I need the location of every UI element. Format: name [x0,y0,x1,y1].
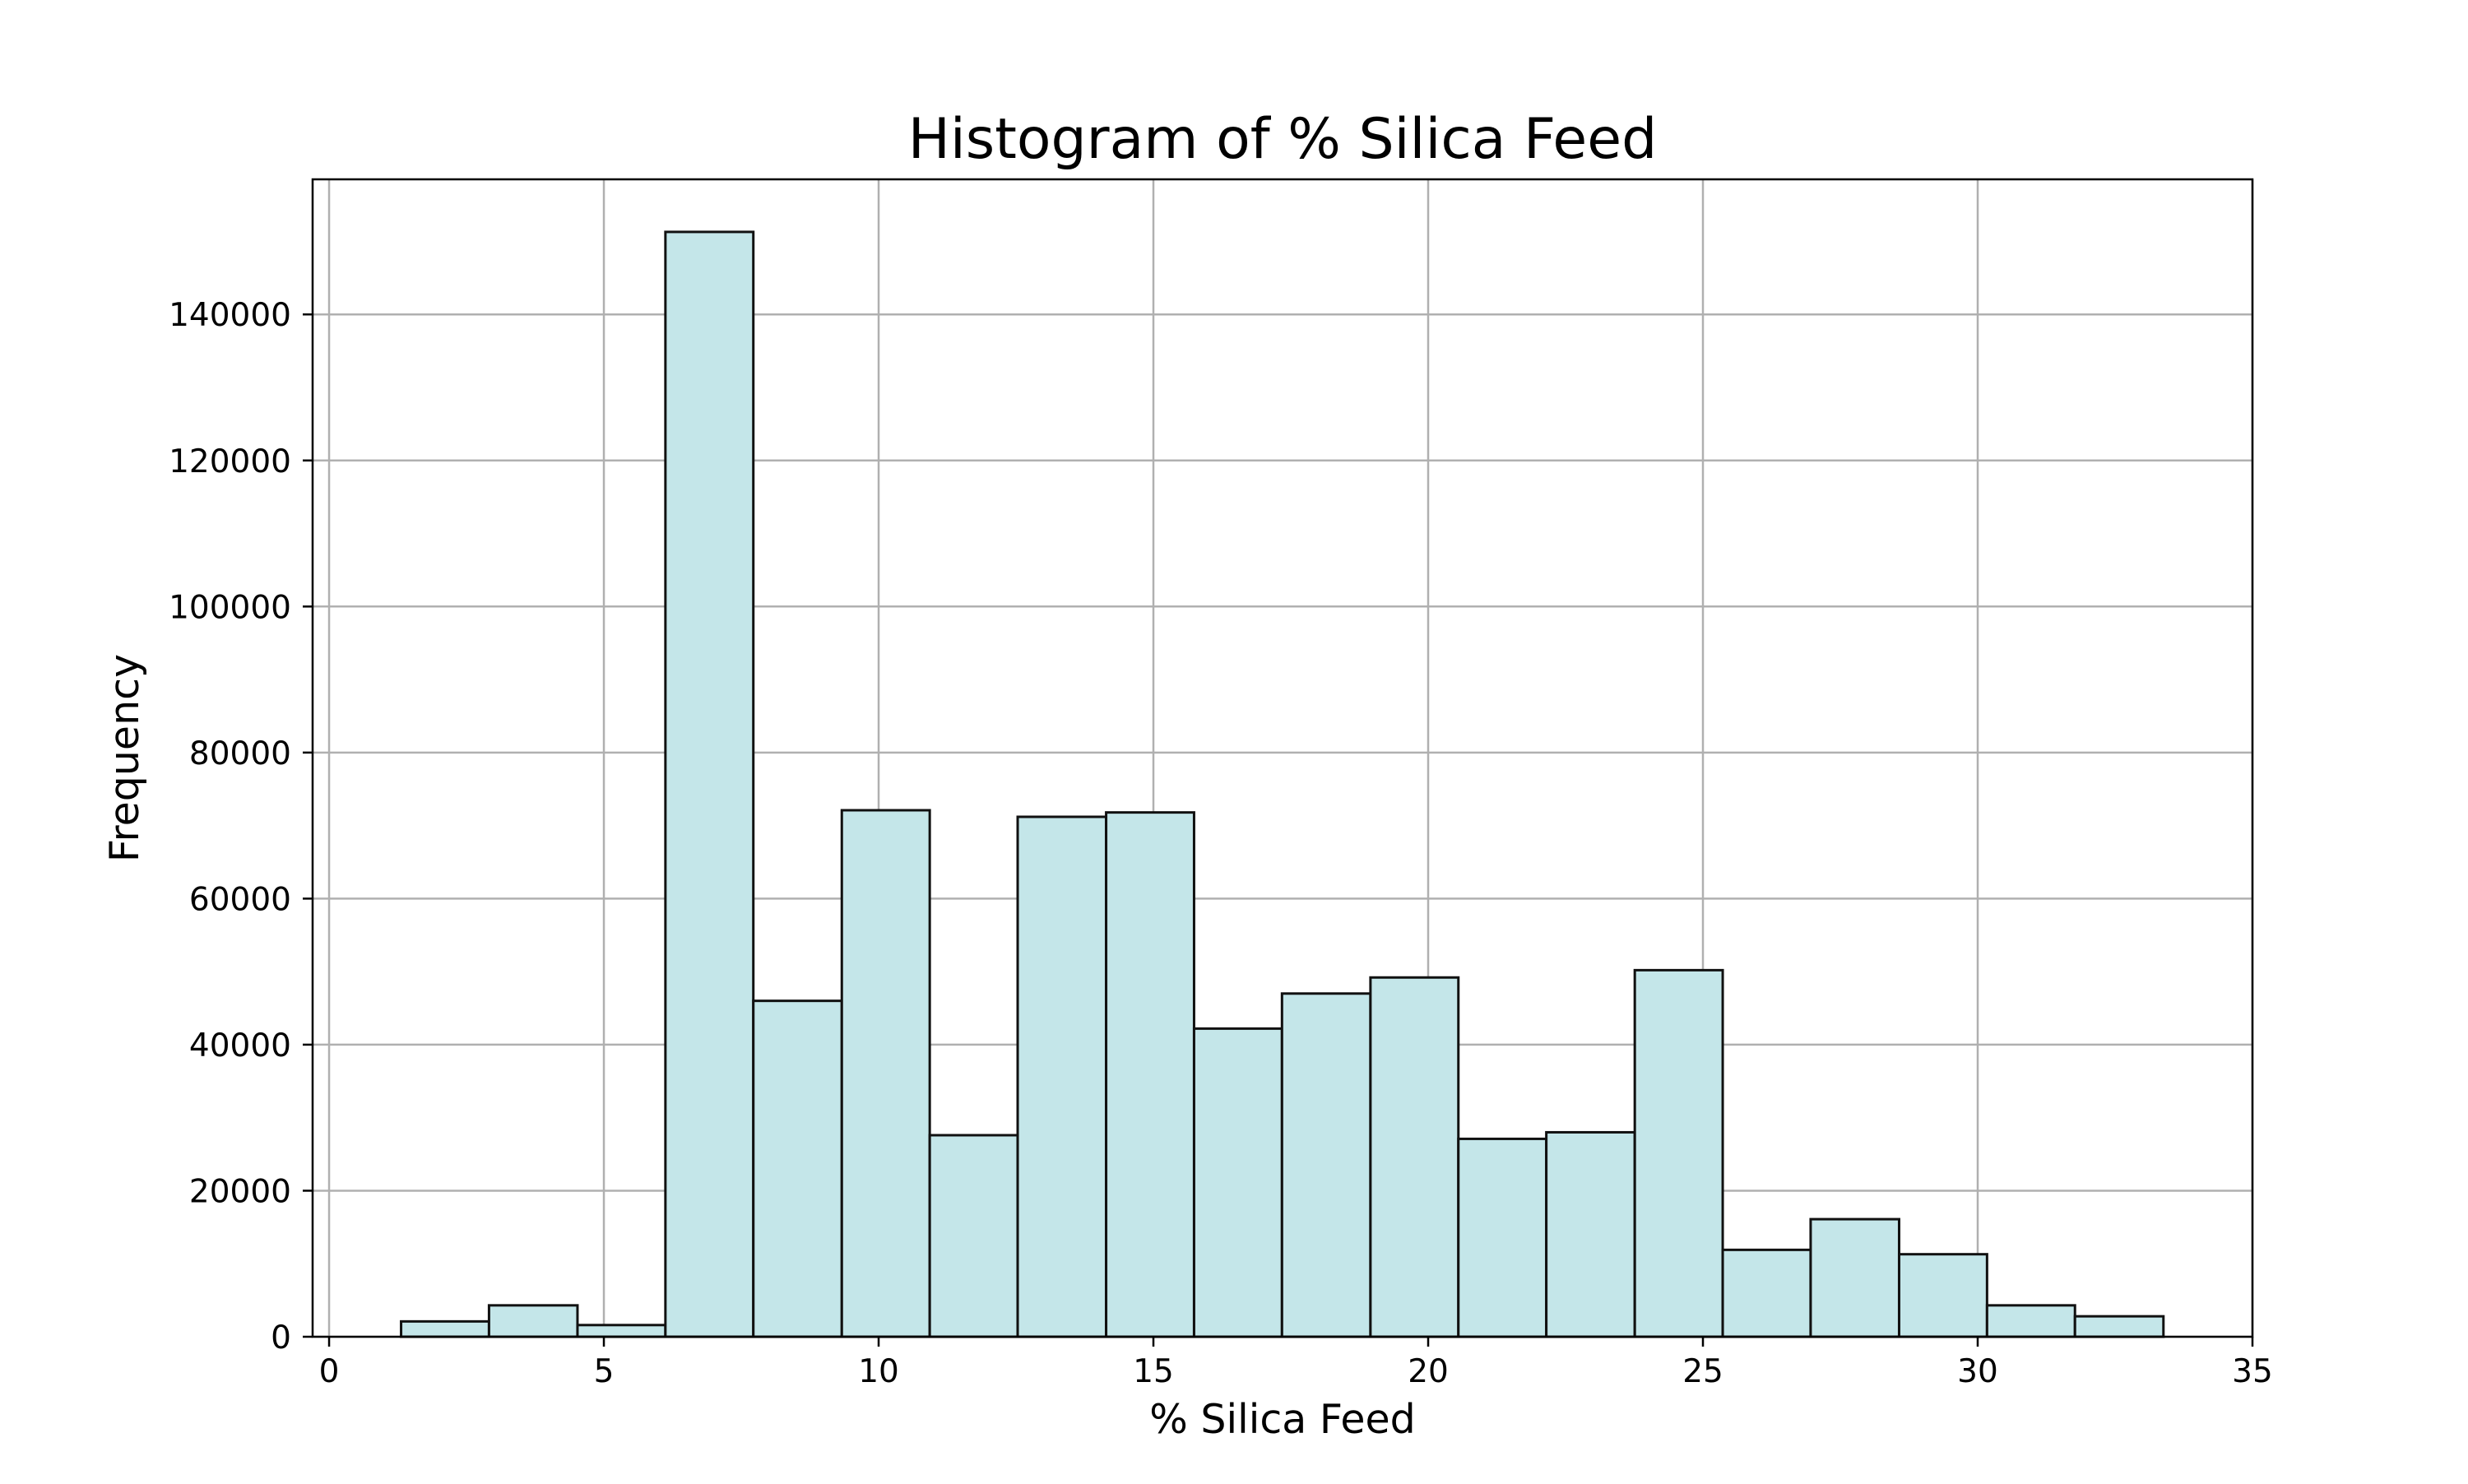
y-tick-label: 60000 [189,881,291,918]
histogram-bar [1809,1217,1900,1338]
bars-layer [400,230,2165,1338]
x-tick-label: 35 [2232,1353,2273,1390]
histogram-bar [576,1324,667,1338]
y-tick-label: 140000 [169,297,291,334]
x-tick-label: 25 [1682,1353,1723,1390]
histogram-bar [928,1134,1019,1338]
ticks-layer: 0 5 10 15 20 25 30 35 0 20000 40000 60000 80000 10000… [169,297,2273,1390]
x-tick-label: 20 [1408,1353,1449,1390]
histogram-bar [487,1304,579,1338]
x-tick-label: 0 [319,1353,340,1390]
y-axis-label: Frequency [101,654,148,862]
x-tick-label: 30 [1957,1353,1998,1390]
histogram-bar [1897,1253,1988,1338]
histogram-bar [1192,1027,1283,1338]
histogram-bar [1457,1137,1548,1338]
histogram-bar [400,1319,490,1338]
histogram-bar [840,809,931,1338]
histogram-bar [1369,976,1460,1338]
histogram-bar [1633,968,1724,1338]
histogram-bar [664,230,755,1338]
histogram-bar [1721,1248,1812,1338]
x-tick-label: 15 [1133,1353,1174,1390]
histogram-bar [1280,992,1372,1338]
y-tick-label: 100000 [169,589,291,626]
chart-title: Histogram of % Silica Feed [908,107,1658,172]
grid-layer [313,179,2254,1338]
y-tick-label: 40000 [189,1027,291,1064]
histogram-bar [1985,1304,2076,1338]
x-tick-label: 10 [858,1353,899,1390]
histogram-bar [2073,1315,2165,1338]
histogram-bar [1105,811,1195,1338]
histogram-bar [1545,1130,1636,1338]
y-tick-label: 0 [271,1319,291,1356]
y-tick-label: 120000 [169,443,291,480]
y-tick-label: 20000 [189,1173,291,1210]
x-tick-label: 5 [594,1353,615,1390]
plot-frame [311,178,2254,1338]
x-axis-label: % Silica Feed [1149,1396,1416,1443]
histogram-bar [1016,815,1108,1338]
histogram-bar [752,999,843,1338]
y-tick-label: 80000 [189,735,291,772]
